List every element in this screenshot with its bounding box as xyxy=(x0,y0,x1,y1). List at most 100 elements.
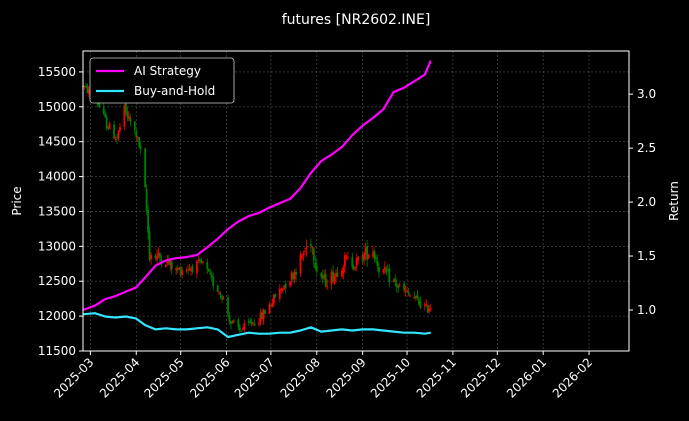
candle-body xyxy=(413,296,416,299)
y-axis-label-left: Price xyxy=(10,186,24,215)
candle-body xyxy=(407,291,410,294)
candle-body xyxy=(170,261,173,270)
candle-body xyxy=(268,304,271,314)
candle-body xyxy=(191,266,194,273)
candle-body xyxy=(85,85,87,87)
candle-body xyxy=(145,188,148,212)
candle-body xyxy=(114,138,117,140)
candle-body xyxy=(117,130,120,138)
candle-body xyxy=(156,256,158,261)
candle-body xyxy=(119,126,121,131)
candle-body xyxy=(196,261,198,274)
candle-body xyxy=(341,270,343,277)
candle-body xyxy=(324,273,327,286)
candle-body xyxy=(98,103,101,108)
candle-body xyxy=(425,303,428,305)
candle-body xyxy=(231,321,234,323)
candle-body xyxy=(230,321,232,324)
candle-body xyxy=(367,254,370,259)
candle-body xyxy=(206,262,209,270)
candle-body xyxy=(113,124,115,139)
candle-body xyxy=(166,259,169,264)
candle-body xyxy=(404,290,407,292)
candle-body xyxy=(83,86,86,88)
candle-body xyxy=(283,285,286,290)
candle-body xyxy=(304,251,306,253)
candle-body xyxy=(272,294,275,304)
candle-body xyxy=(222,298,225,300)
candle-body xyxy=(227,297,229,315)
candle-body xyxy=(351,256,354,267)
candle-body xyxy=(218,292,221,294)
candle-body xyxy=(394,278,397,283)
candle-body xyxy=(138,137,141,148)
candle-body xyxy=(336,272,339,277)
y-tick-label-left: 14000 xyxy=(38,170,76,184)
candle-body xyxy=(333,275,336,284)
candle-body xyxy=(264,309,266,315)
candle-body xyxy=(361,255,364,262)
candle-body xyxy=(372,252,374,257)
candle-body xyxy=(250,321,253,325)
candle-body xyxy=(144,148,147,188)
candle-body xyxy=(355,258,358,266)
candle-body xyxy=(293,271,296,280)
candle-body xyxy=(243,323,246,330)
candle-body xyxy=(363,253,366,260)
candle-body xyxy=(216,285,219,292)
candle-body xyxy=(241,328,244,331)
candle-body xyxy=(262,310,265,321)
candle-body xyxy=(258,322,260,325)
candle-body xyxy=(105,117,108,129)
candle-body xyxy=(136,136,139,139)
candle-body xyxy=(315,265,318,272)
legend: AI Strategy Buy-and-Hold xyxy=(89,57,235,104)
candle-body xyxy=(397,286,400,288)
candle-body xyxy=(312,248,315,261)
candle-body xyxy=(176,269,179,271)
candle-body xyxy=(375,257,377,260)
candle-body xyxy=(366,246,368,260)
candle-body xyxy=(108,123,111,130)
candle-body xyxy=(148,231,151,260)
candle-body xyxy=(326,285,329,287)
candle-body xyxy=(385,268,388,273)
candle-body xyxy=(278,288,281,299)
candle-body xyxy=(126,111,129,118)
y-tick-label-left: 13000 xyxy=(38,239,76,253)
candle-body xyxy=(417,298,420,304)
candle-body xyxy=(169,260,172,266)
y-tick-label-right: 2.0 xyxy=(637,195,656,209)
y-tick-label-right: 2.5 xyxy=(637,141,656,155)
y-tick-label-right: 1.5 xyxy=(637,249,656,263)
candle-body xyxy=(309,244,312,247)
candle-body xyxy=(157,252,160,257)
candle-body xyxy=(201,261,204,263)
candle-body xyxy=(233,320,235,322)
candle-body xyxy=(364,247,367,255)
candle-body xyxy=(382,268,385,273)
return-lines xyxy=(82,60,432,339)
candle-body xyxy=(395,283,398,287)
candle-body xyxy=(346,257,349,259)
candle-body xyxy=(373,250,376,259)
y-tick-label-right: 1.0 xyxy=(637,303,656,317)
candle-body xyxy=(378,267,380,273)
candle-body xyxy=(179,266,182,275)
candle-body xyxy=(129,117,132,122)
candle-body xyxy=(135,131,138,138)
candle-body xyxy=(429,308,432,310)
candle-body xyxy=(164,264,167,268)
candle-body xyxy=(271,303,274,307)
candle-body xyxy=(127,116,130,119)
candle-body xyxy=(252,322,255,324)
candle-body xyxy=(187,269,189,271)
candle-body xyxy=(376,260,379,267)
candle-body xyxy=(175,268,178,271)
candle-body xyxy=(181,270,184,276)
candle-body xyxy=(270,305,272,307)
y-axis-label-right: Return xyxy=(667,181,681,221)
candlesticks xyxy=(82,83,432,334)
candle-body xyxy=(237,319,240,328)
